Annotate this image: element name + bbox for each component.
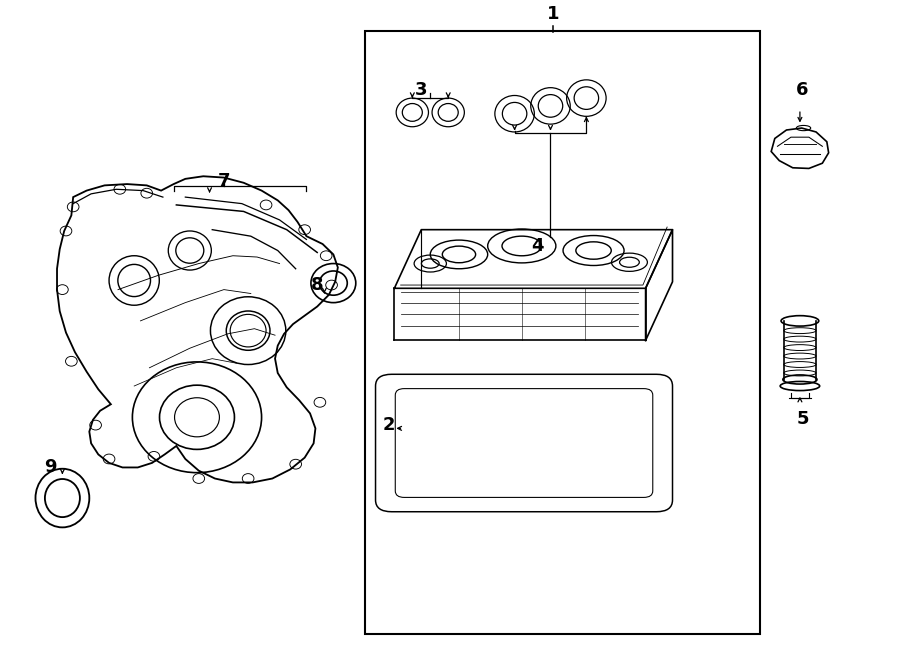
Text: 4: 4 xyxy=(532,237,544,255)
Bar xyxy=(364,31,760,633)
Text: 3: 3 xyxy=(415,81,428,98)
Text: 1: 1 xyxy=(547,5,560,22)
Text: 7: 7 xyxy=(218,172,230,190)
Text: 9: 9 xyxy=(44,459,57,477)
Text: 5: 5 xyxy=(796,410,809,428)
Text: 6: 6 xyxy=(796,81,809,98)
Text: 2: 2 xyxy=(382,416,395,434)
Text: 8: 8 xyxy=(310,276,323,294)
